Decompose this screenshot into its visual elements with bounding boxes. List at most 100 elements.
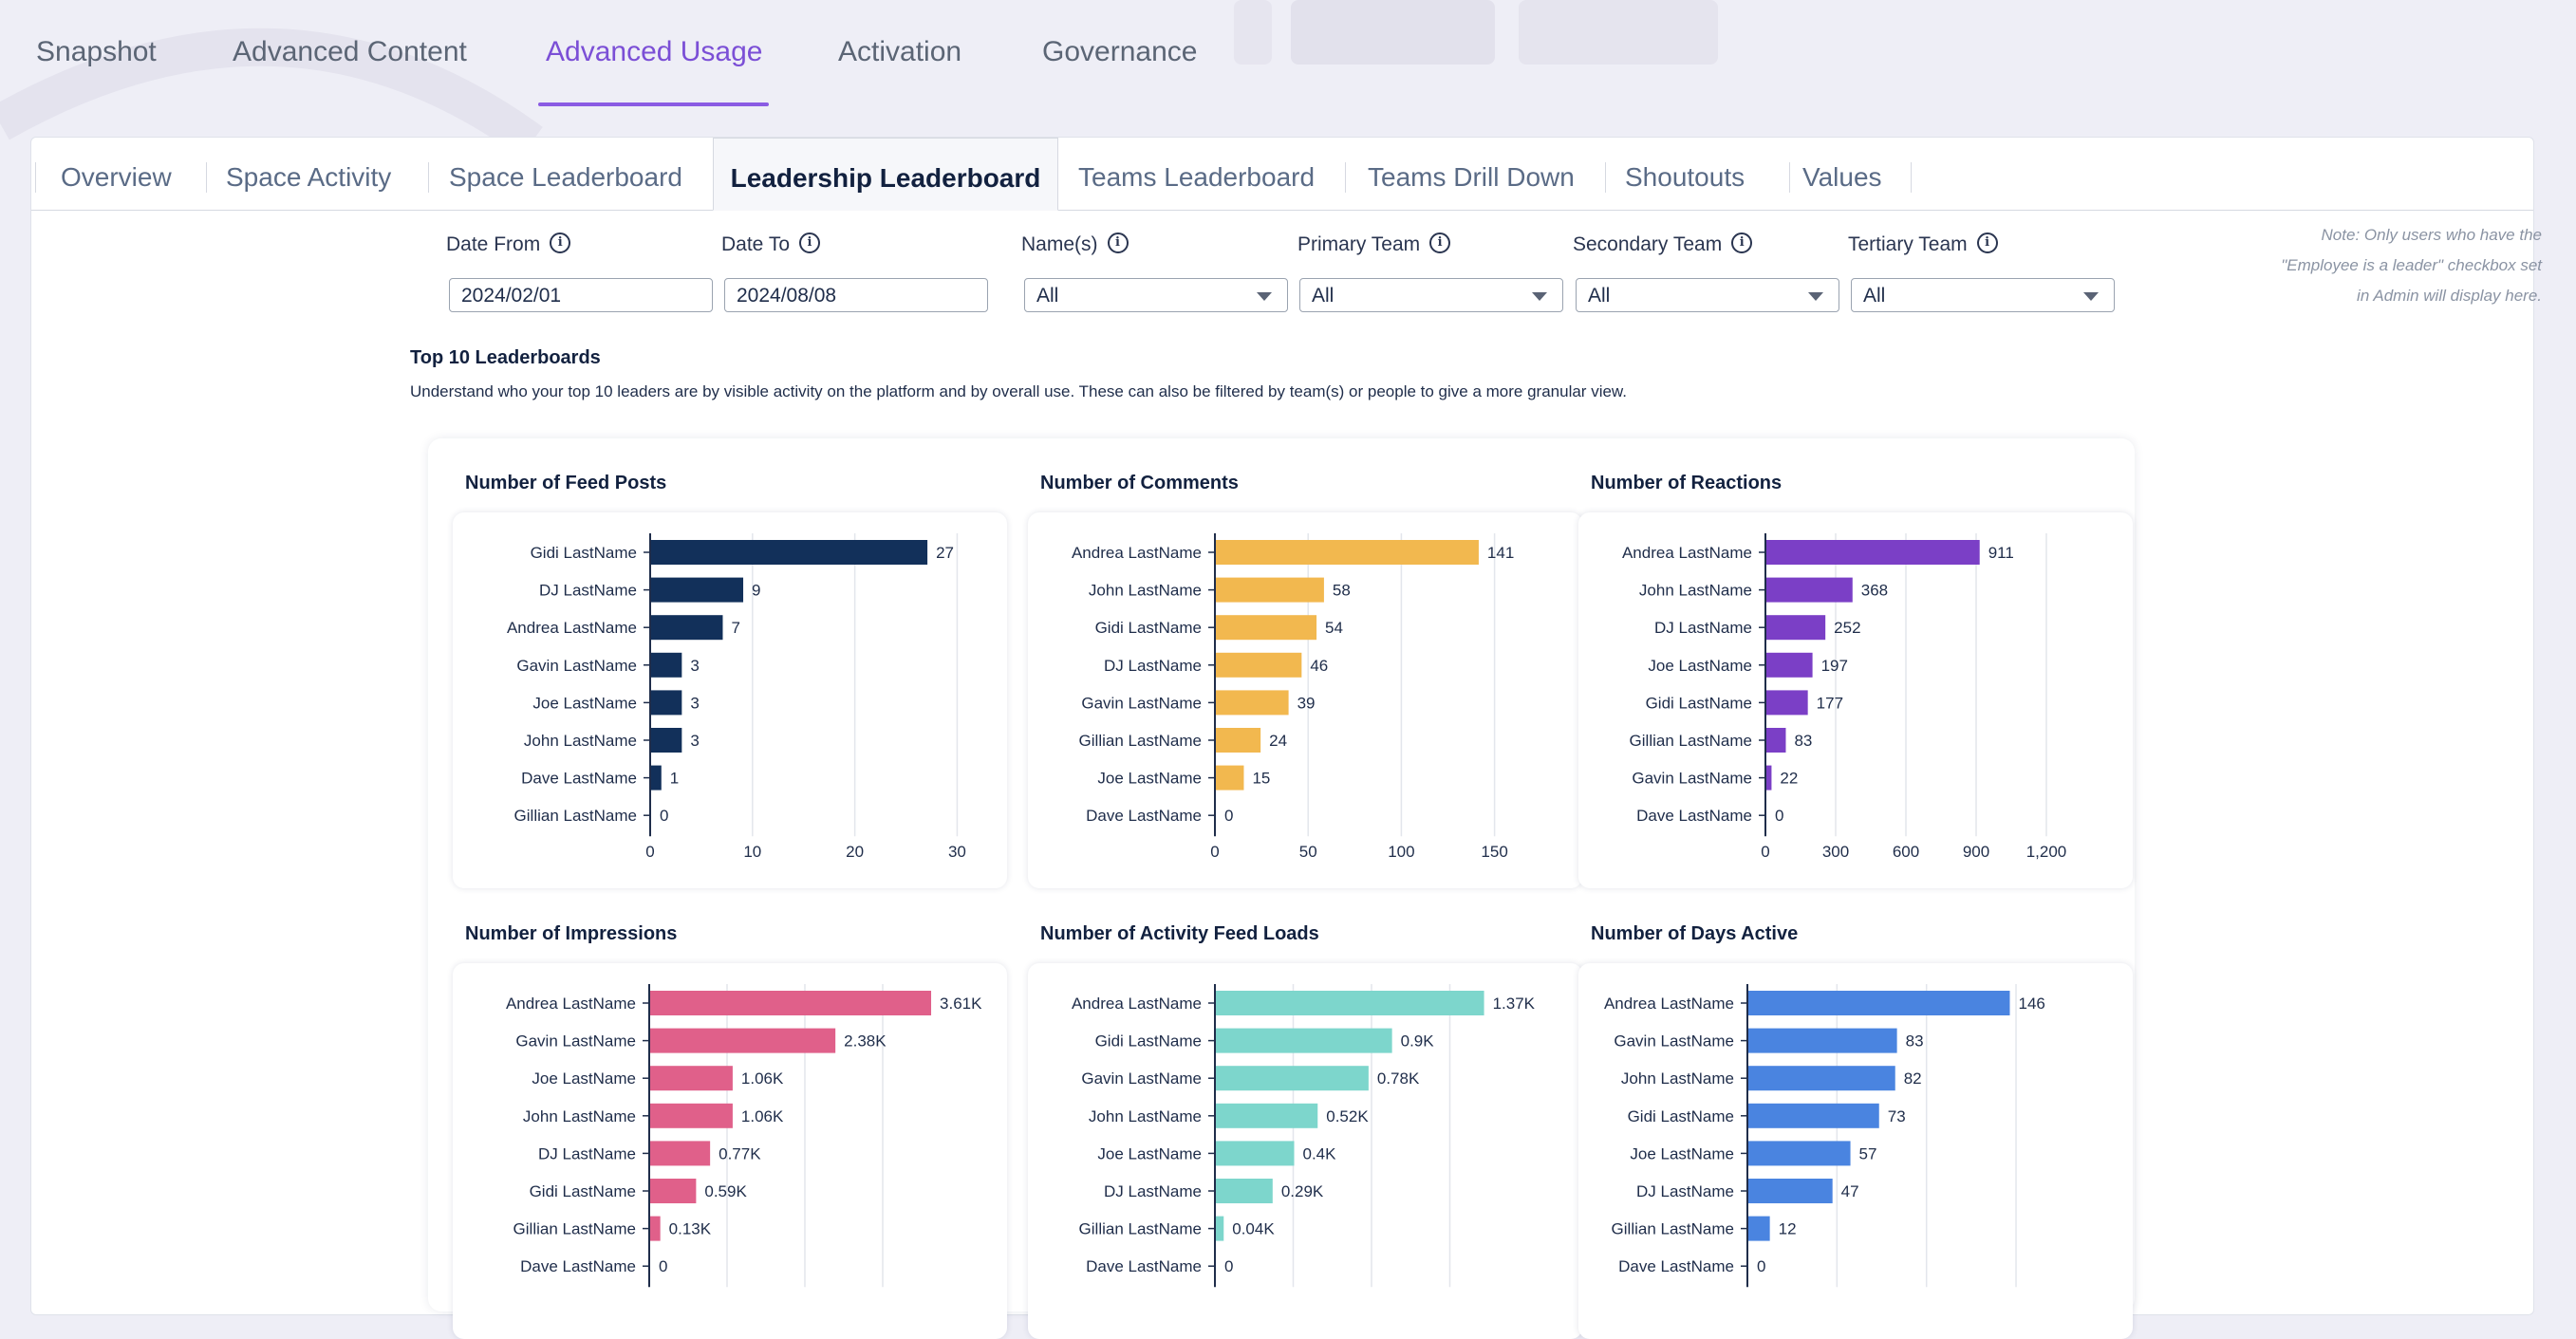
category-label: Joe LastName [532, 1069, 636, 1088]
data-label: 9 [752, 582, 760, 600]
subtab-overview[interactable]: Overview [61, 162, 172, 192]
tab-divider [35, 162, 36, 193]
category-label: Gillian LastName [1079, 1220, 1202, 1238]
data-label: 0.29K [1281, 1182, 1324, 1200]
subtab-shoutouts[interactable]: Shoutouts [1625, 162, 1745, 192]
reactions-chart: 0 300 600 900 1,200 Andrea LastName 911 John La… [1578, 512, 2133, 888]
bar [651, 652, 682, 678]
active-tab-underline [538, 102, 769, 106]
category-label: Andrea LastName [507, 619, 637, 637]
x-tick-label: 10 [743, 843, 761, 861]
category-label: Andrea LastName [1622, 544, 1752, 562]
info-icon[interactable]: i [1976, 232, 1998, 254]
bar [1216, 728, 1261, 753]
x-tick-label: 30 [948, 843, 966, 861]
data-label: 0.13K [669, 1220, 712, 1238]
comments-chart: 0 50 100 150 Andrea LastName 141 John LastName… [1028, 512, 1582, 888]
category-label: Gidi LastName [530, 1182, 636, 1200]
data-label: 0.78K [1377, 1069, 1420, 1088]
x-tick-label: 300 [1822, 843, 1849, 861]
bar [1216, 1141, 1295, 1166]
tab-divider [206, 162, 207, 193]
info-icon[interactable]: i [1731, 232, 1753, 254]
category-label: John LastName [1639, 582, 1752, 600]
bar [1748, 1216, 1770, 1241]
info-icon[interactable]: i [550, 232, 571, 254]
data-label: 83 [1794, 732, 1812, 750]
data-label: 252 [1834, 619, 1860, 637]
data-label: 0 [659, 1257, 667, 1275]
data-label: 3 [690, 657, 699, 675]
category-label: Dave LastName [1086, 1257, 1202, 1275]
info-icon[interactable]: i [799, 232, 820, 254]
bar [650, 1066, 733, 1091]
chevron-down-icon [1532, 292, 1547, 301]
bar [1216, 652, 1302, 678]
feed-posts-chart: 0 10 20 30 Gidi LastName 27 DJ LastName 9 Andrea… [453, 512, 1007, 888]
data-label: 3.61K [940, 995, 982, 1013]
data-label: 0.52K [1326, 1107, 1369, 1125]
subtab-space-activity[interactable]: Space Activity [226, 162, 392, 192]
chart-title: Number of Impressions [465, 923, 678, 944]
bar [650, 1216, 661, 1241]
category-label: Andrea LastName [1604, 995, 1734, 1013]
subtab-space-leaderboard[interactable]: Space Leaderboard [449, 162, 682, 192]
bar [650, 1103, 733, 1128]
data-label: 73 [1888, 1107, 1906, 1125]
names-label: Name(s) i [1021, 232, 1129, 256]
tab-snapshot[interactable]: Snapshot [36, 36, 157, 67]
category-label: DJ LastName [1636, 1182, 1734, 1200]
primary-team-select[interactable]: All [1299, 278, 1563, 312]
section-description: Understand who your top 10 leaders are b… [410, 382, 1627, 400]
date-to-input[interactable]: 2024/08/08 [724, 278, 988, 312]
subtab-leadership-leaderboard[interactable]: Leadership Leaderboard [713, 138, 1058, 211]
category-label: Joe LastName [1097, 770, 1202, 788]
subtab-teams-leaderboard[interactable]: Teams Leaderboard [1078, 162, 1316, 192]
category-label: Gillian LastName [513, 1220, 636, 1238]
info-icon[interactable]: i [1429, 232, 1451, 254]
chart-svg: 0 300 600 900 1,200 Andrea LastName 911 John La… [1622, 533, 2066, 861]
secondary-team-select[interactable]: All [1576, 278, 1839, 312]
category-label: Gavin LastName [1614, 1032, 1734, 1051]
bar [651, 765, 662, 790]
info-icon[interactable]: i [1107, 232, 1129, 254]
bar [1216, 1179, 1273, 1203]
section-title: Top 10 Leaderboards [410, 347, 601, 368]
category-label: DJ LastName [1104, 657, 1202, 675]
bar [1766, 652, 1813, 678]
tertiary-team-select[interactable]: All [1851, 278, 2115, 312]
tab-advanced-usage[interactable]: Advanced Usage [546, 36, 763, 67]
bar [1766, 690, 1808, 716]
category-label: Gidi LastName [531, 544, 637, 562]
date-from-input[interactable]: 2024/02/01 [449, 278, 713, 312]
category-label: Gidi LastName [1628, 1107, 1734, 1125]
category-label: John LastName [1089, 582, 1202, 600]
bar [1766, 540, 1980, 565]
category-label: Gidi LastName [1095, 619, 1202, 637]
chevron-down-icon [1257, 292, 1272, 301]
bar [651, 615, 723, 641]
data-label: 3 [690, 694, 699, 712]
category-label: John LastName [523, 1107, 636, 1125]
x-tick-label: 100 [1388, 843, 1414, 861]
tab-divider [1605, 162, 1606, 193]
category-label: Andrea LastName [1072, 995, 1202, 1013]
chart-svg: Andrea LastName 3.61K Gavin LastName 2.38K J… [506, 984, 982, 1288]
primary-team-select-value: All [1312, 285, 1335, 307]
names-select[interactable]: All [1024, 278, 1288, 312]
category-label: Gidi LastName [1095, 1032, 1202, 1051]
category-label: Gidi LastName [1646, 694, 1752, 712]
data-label: 2.38K [844, 1032, 887, 1051]
subtab-values[interactable]: Values [1802, 162, 1882, 192]
tab-advanced-content[interactable]: Advanced Content [233, 36, 467, 67]
bar [1216, 1066, 1369, 1091]
bar [1766, 728, 1786, 753]
bar [1748, 1141, 1851, 1166]
tab-activation[interactable]: Activation [838, 36, 962, 67]
data-label: 39 [1297, 694, 1316, 712]
subtab-teams-drill-down[interactable]: Teams Drill Down [1368, 162, 1575, 192]
tab-governance[interactable]: Governance [1042, 36, 1198, 67]
category-label: Dave LastName [1086, 807, 1202, 825]
x-tick-label: 600 [1893, 843, 1919, 861]
